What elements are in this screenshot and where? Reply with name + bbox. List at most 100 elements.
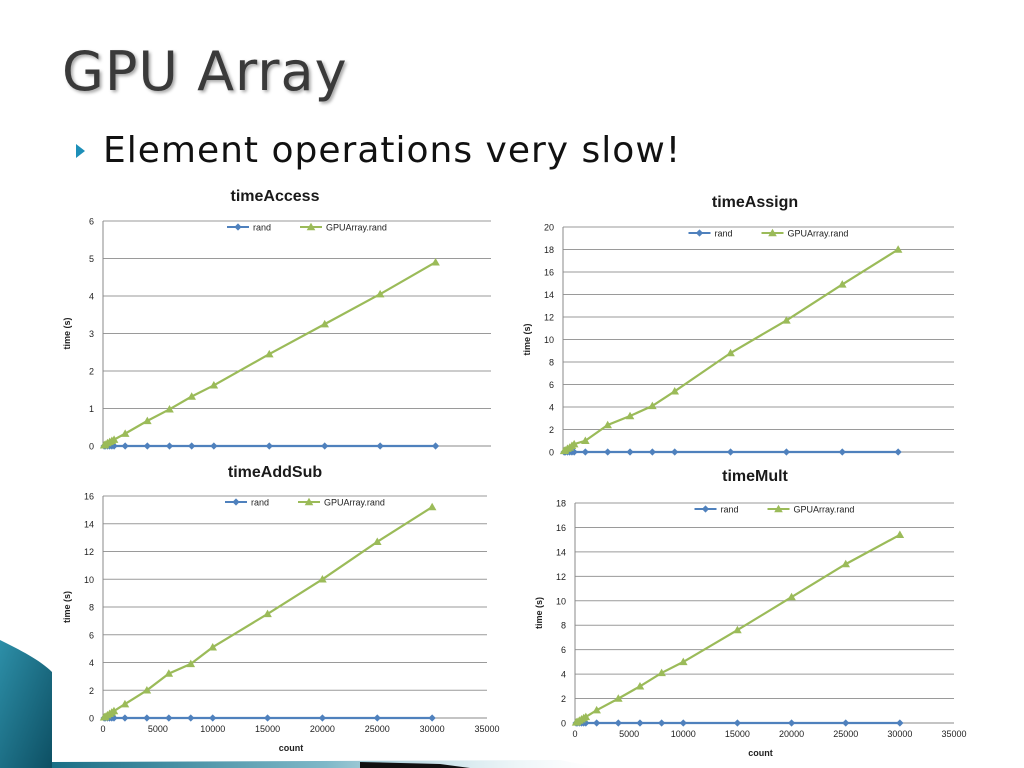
y-tick-label: 2 bbox=[89, 686, 94, 696]
data-point-GPUArray.rand bbox=[165, 404, 174, 413]
y-tick-label: 12 bbox=[544, 313, 554, 323]
data-point-rand bbox=[679, 719, 687, 727]
data-point-GPUArray.rand bbox=[787, 592, 796, 601]
data-point-GPUArray.rand bbox=[592, 705, 601, 714]
legend-label: GPUArray.rand bbox=[326, 223, 387, 233]
data-point-rand bbox=[188, 442, 196, 450]
y-tick-label: 20 bbox=[544, 223, 554, 233]
chart-title: timeMult bbox=[722, 468, 788, 485]
data-point-GPUArray.rand bbox=[581, 712, 591, 721]
x-tick-label: 10000 bbox=[200, 724, 225, 734]
x-tick-label: 30000 bbox=[420, 724, 445, 734]
x-axis-title: count bbox=[748, 748, 773, 758]
data-point-GPUArray.rand bbox=[109, 435, 119, 443]
data-point-rand bbox=[265, 442, 273, 450]
data-point-GPUArray.rand bbox=[120, 429, 130, 437]
y-tick-label: 6 bbox=[549, 380, 554, 390]
data-point-GPUArray.rand bbox=[837, 280, 847, 288]
y-tick-label: 12 bbox=[84, 547, 94, 557]
y-tick-label: 0 bbox=[561, 719, 566, 729]
legend-label: GPUArray.rand bbox=[788, 229, 849, 239]
data-point-rand bbox=[648, 448, 656, 456]
y-tick-label: 16 bbox=[556, 523, 566, 533]
y-tick-label: 4 bbox=[561, 670, 566, 680]
y-tick-label: 10 bbox=[556, 596, 566, 606]
data-point-GPUArray.rand bbox=[209, 380, 219, 389]
legend-label: rand bbox=[721, 505, 739, 515]
data-point-rand bbox=[787, 719, 796, 727]
y-tick-label: 16 bbox=[84, 492, 94, 502]
data-point-GPUArray.rand bbox=[109, 706, 119, 715]
y-tick-label: 6 bbox=[89, 217, 94, 227]
x-tick-label: 0 bbox=[572, 729, 577, 739]
data-point-rand bbox=[165, 442, 174, 450]
y-tick-label: 18 bbox=[556, 499, 566, 509]
y-tick-label: 12 bbox=[556, 572, 566, 582]
data-point-GPUArray.rand bbox=[263, 609, 272, 618]
y-tick-label: 18 bbox=[544, 245, 554, 255]
x-tick-label: 10000 bbox=[671, 729, 696, 739]
chart-title: timeAccess bbox=[231, 188, 320, 205]
y-tick-label: 2 bbox=[561, 694, 566, 704]
y-axis-title: time (s) bbox=[62, 317, 72, 349]
data-point-rand bbox=[896, 719, 904, 727]
data-point-rand bbox=[209, 714, 217, 722]
legend-label: rand bbox=[251, 498, 269, 508]
data-point-GPUArray.rand bbox=[187, 392, 196, 400]
data-point-GPUArray.rand bbox=[427, 502, 437, 511]
data-point-GPUArray.rand bbox=[726, 348, 735, 357]
x-tick-label: 25000 bbox=[365, 724, 390, 734]
data-point-rand bbox=[121, 714, 129, 722]
y-tick-label: 8 bbox=[549, 358, 554, 368]
data-point-GPUArray.rand bbox=[264, 349, 274, 358]
data-point-GPUArray.rand bbox=[635, 682, 645, 690]
y-tick-label: 3 bbox=[89, 329, 94, 339]
bullet-item: Element operations very slow! bbox=[76, 130, 681, 171]
data-point-rand bbox=[318, 714, 327, 722]
data-point-GPUArray.rand bbox=[648, 401, 657, 410]
data-point-rand bbox=[838, 448, 846, 456]
legend-marker-GPUArray.rand bbox=[768, 228, 777, 237]
data-point-GPUArray.rand bbox=[375, 289, 385, 298]
y-tick-label: 0 bbox=[89, 442, 94, 452]
x-axis-title: count bbox=[279, 743, 304, 753]
x-tick-label: 5000 bbox=[148, 724, 168, 734]
data-point-rand bbox=[321, 442, 329, 450]
data-point-rand bbox=[733, 719, 742, 727]
data-point-rand bbox=[373, 714, 381, 722]
legend-marker-rand bbox=[234, 223, 242, 231]
data-point-rand bbox=[671, 448, 679, 456]
y-tick-label: 16 bbox=[544, 268, 554, 278]
x-tick-label: 5000 bbox=[619, 729, 639, 739]
data-point-rand bbox=[121, 442, 129, 450]
chart-time-mult: timeMult 0 2 4 6 8 10 12 14 16 18 0 5000 10000 15000 20… bbox=[534, 468, 967, 758]
data-point-GPUArray.rand bbox=[625, 411, 635, 420]
y-tick-label: 1 bbox=[89, 404, 94, 414]
y-tick-label: 8 bbox=[89, 603, 94, 613]
y-tick-label: 10 bbox=[544, 335, 554, 345]
y-tick-label: 4 bbox=[549, 403, 554, 413]
y-tick-label: 6 bbox=[89, 630, 94, 640]
x-tick-label: 30000 bbox=[887, 729, 912, 739]
data-point-rand bbox=[782, 448, 791, 456]
data-point-GPUArray.rand bbox=[318, 574, 327, 583]
y-tick-label: 2 bbox=[89, 367, 94, 377]
chart-time-assign: timeAssign 0 2 4 6 8 10 12 14 16 18 20 time (s) rand G… bbox=[522, 194, 954, 458]
data-point-rand bbox=[614, 719, 622, 727]
data-point-rand bbox=[636, 719, 644, 727]
data-point-rand bbox=[658, 719, 666, 727]
legend-marker-GPUArray.rand bbox=[306, 222, 316, 231]
y-axis-title: time (s) bbox=[522, 323, 532, 355]
data-point-GPUArray.rand bbox=[670, 386, 680, 395]
data-point-GPUArray.rand bbox=[164, 669, 174, 677]
data-point-rand bbox=[894, 448, 902, 456]
data-point-GPUArray.rand bbox=[120, 699, 130, 708]
y-tick-label: 14 bbox=[84, 519, 94, 529]
data-point-GPUArray.rand bbox=[208, 642, 218, 651]
legend-marker-rand bbox=[695, 229, 704, 237]
data-point-rand bbox=[431, 442, 440, 450]
data-point-rand bbox=[143, 442, 151, 450]
x-tick-label: 0 bbox=[100, 724, 105, 734]
data-point-GPUArray.rand bbox=[372, 537, 382, 545]
y-tick-label: 4 bbox=[89, 292, 94, 302]
